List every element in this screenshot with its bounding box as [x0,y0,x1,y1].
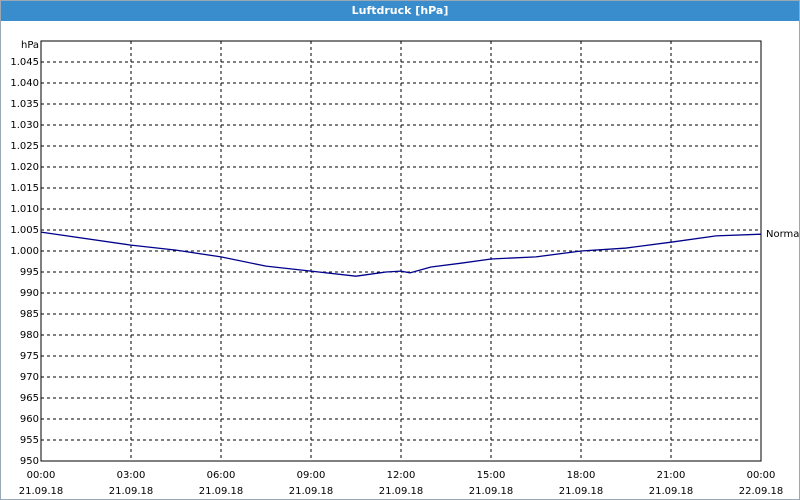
x-tick-label: 12:00 [387,470,416,481]
y-unit: hPa [21,40,39,51]
x-tick-label: 09:00 [297,470,326,481]
chart: hPa 950 955 960 965 970 975 980 985 990 995 1.000 1.… [10,40,799,497]
chart-title: Luftdruck [hPa] [1,1,799,21]
y-tick-label: 970 [20,372,39,383]
y-tick-label: 990 [20,288,39,299]
x-tick-label: 00:00 [747,470,776,481]
x-tick-date: 21.09.18 [109,486,154,497]
y-tick-label: 985 [20,309,39,320]
legend-label: Normal [766,229,799,240]
y-tick-label: 995 [20,267,39,278]
line [40,231,762,277]
x-tick-date: 21.09.18 [469,486,514,497]
x-tick-date: 21.09.18 [379,486,424,497]
x-tick-label: 15:00 [477,470,506,481]
y-tick-label: 1.015 [10,183,39,194]
x-tick-label: 03:00 [117,470,146,481]
x-tick-date: 21.09.18 [19,486,64,497]
y-tick-label: 1.030 [10,120,39,131]
y-tick-label: 950 [20,456,39,467]
x-tick-date: 21.09.18 [199,486,244,497]
y-tick-label: 960 [20,414,39,425]
x-tick-label: 00:00 [27,470,56,481]
x-tick-label: 06:00 [207,470,236,481]
x-tick-date: 21.09.18 [289,486,334,497]
y-tick-label: 1.020 [10,162,39,173]
y-tick-label: 955 [20,435,39,446]
y-tick-label: 1.045 [10,57,39,68]
x-tick-label: 18:00 [567,470,596,481]
y-tick-label: 975 [20,351,39,362]
x-tick-label: 21:00 [657,470,686,481]
y-tick-label: 1.000 [10,246,39,257]
y-tick-label: 1.035 [10,99,39,110]
y-tick-label: 1.025 [10,141,39,152]
y-tick-label: 1.005 [10,225,39,236]
y-tick-label: 980 [20,330,39,341]
plot-frame [40,40,762,462]
x-tick-date: 22.09.18 [739,486,784,497]
y-tick-label: 1.040 [10,78,39,89]
x-tick-date: 21.09.18 [649,486,694,497]
y-tick-label: 1.010 [10,204,39,215]
y-tick-label: 965 [20,393,39,404]
x-tick-date: 21.09.18 [559,486,604,497]
